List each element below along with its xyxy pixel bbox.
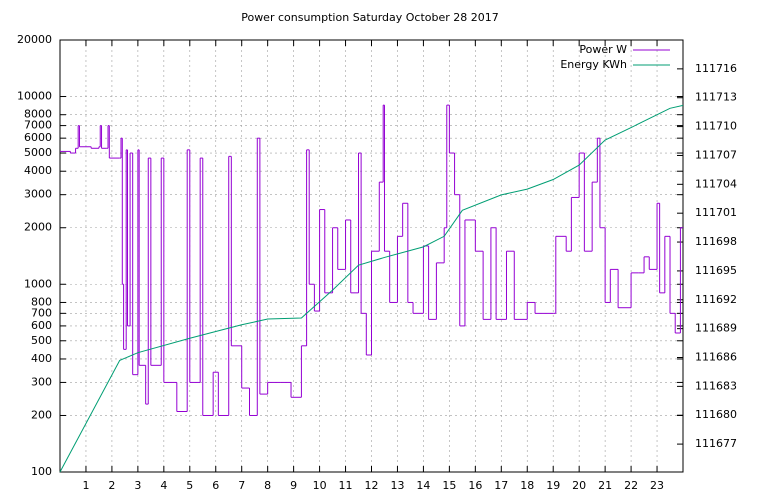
chart-title: Power consumption Saturday October 28 20… bbox=[241, 11, 499, 24]
x-tick-label: 15 bbox=[442, 479, 456, 492]
x-tick-label: 19 bbox=[546, 479, 560, 492]
x-tick-label: 17 bbox=[494, 479, 508, 492]
x-tick-label: 11 bbox=[339, 479, 353, 492]
y-tick-label: 5000 bbox=[24, 146, 52, 159]
x-tick-label: 10 bbox=[313, 479, 327, 492]
x-tick-label: 5 bbox=[186, 479, 193, 492]
y2-tick-label: 111677 bbox=[695, 437, 737, 450]
x-tick-label: 14 bbox=[416, 479, 430, 492]
x-tick-label: 22 bbox=[624, 479, 638, 492]
y-tick-label: 20000 bbox=[17, 33, 52, 46]
x-tick-label: 13 bbox=[390, 479, 404, 492]
plot-frame bbox=[59, 39, 684, 473]
y-tick-label: 500 bbox=[31, 334, 52, 347]
y-tick-label: 7000 bbox=[24, 119, 52, 132]
y-tick-label: 8000 bbox=[24, 108, 52, 121]
y2-tick-label: 111707 bbox=[695, 148, 737, 161]
energy-line bbox=[59, 104, 684, 473]
y2-tick-label: 111686 bbox=[695, 351, 737, 364]
y-tick-label: 300 bbox=[31, 375, 52, 388]
y2-tick-label: 111698 bbox=[695, 235, 737, 248]
x-tick-label: 4 bbox=[160, 479, 167, 492]
x-tick-label: 9 bbox=[290, 479, 297, 492]
x-tick-label: 7 bbox=[238, 479, 245, 492]
y2-tick-label: 111683 bbox=[695, 379, 737, 392]
y2-tick-label: 111704 bbox=[695, 177, 737, 190]
x-tick-label: 20 bbox=[572, 479, 586, 492]
y-tick-label: 800 bbox=[31, 295, 52, 308]
y2-tick-label: 111713 bbox=[695, 91, 737, 104]
x-tick-label: 6 bbox=[212, 479, 219, 492]
y-tick-label: 3000 bbox=[24, 188, 52, 201]
y2-tick-label: 111680 bbox=[695, 408, 737, 421]
y-tick-label: 100 bbox=[31, 465, 52, 478]
y-tick-label: 10000 bbox=[17, 90, 52, 103]
y2-tick-label: 111692 bbox=[695, 293, 737, 306]
x-tick-label: 1 bbox=[82, 479, 89, 492]
y-tick-label: 2000 bbox=[24, 221, 52, 234]
x-tick-label: 18 bbox=[520, 479, 534, 492]
y-tick-label: 4000 bbox=[24, 164, 52, 177]
y-tick-label: 700 bbox=[31, 306, 52, 319]
y2-tick-label: 111701 bbox=[695, 206, 737, 219]
legend-label: Energy KWh bbox=[560, 58, 627, 71]
x-tick-label: 12 bbox=[365, 479, 379, 492]
y2-tick-label: 111710 bbox=[695, 120, 737, 133]
legend-label: Power W bbox=[579, 43, 627, 56]
y2-tick-label: 111689 bbox=[695, 322, 737, 335]
y-tick-label: 400 bbox=[31, 352, 52, 365]
x-tick-label: 2 bbox=[108, 479, 115, 492]
x-tick-label: 3 bbox=[134, 479, 141, 492]
y2-tick-label: 111716 bbox=[695, 62, 737, 75]
x-tick-label: 21 bbox=[598, 479, 612, 492]
y-tick-label: 6000 bbox=[24, 131, 52, 144]
x-tick-label: 8 bbox=[264, 479, 271, 492]
y-tick-label: 1000 bbox=[24, 277, 52, 290]
y-tick-label: 200 bbox=[31, 408, 52, 421]
y2-tick-label: 111695 bbox=[695, 264, 737, 277]
x-tick-label: 16 bbox=[468, 479, 482, 492]
y-tick-label: 600 bbox=[31, 319, 52, 332]
x-tick-label: 23 bbox=[650, 479, 664, 492]
